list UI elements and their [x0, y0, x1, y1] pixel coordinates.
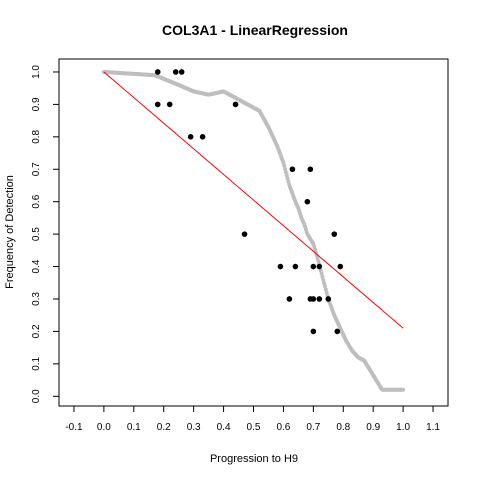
smooth-point [316, 259, 321, 264]
smooth-point [283, 170, 288, 175]
y-axis: 0.0 0.1 0.2 0.3 0.4 0.5 0.6 0.7 0.8 0.9 1.0 [31, 65, 59, 403]
data-point [310, 296, 317, 302]
x-tick-label: 0.9 [366, 422, 380, 433]
smooth-point [322, 284, 327, 289]
y-tick-label: 0.1 [31, 356, 42, 370]
x-tick-label: 0.7 [306, 422, 320, 433]
data-point [331, 231, 338, 237]
y-tick-label: 0.8 [31, 129, 42, 143]
smooth-point [320, 274, 325, 279]
x-tick-label: 0.1 [127, 422, 141, 433]
smooth-point [281, 160, 286, 165]
smooth-point [285, 176, 290, 181]
y-axis-label: Frequency of Detection [4, 175, 16, 289]
smooth-point [321, 278, 326, 283]
smooth-point [283, 167, 288, 172]
y-tick-label: 0.2 [31, 324, 42, 338]
y-tick-label: 0.7 [31, 162, 42, 176]
x-tick-label: 1.0 [396, 422, 410, 433]
smooth-point [315, 255, 320, 260]
data-point [241, 231, 248, 237]
data-point [307, 166, 314, 173]
smooth-point [319, 271, 324, 276]
data-point [325, 296, 332, 302]
smooth-point [318, 268, 323, 273]
data-point [310, 328, 317, 335]
smooth-series [101, 69, 406, 392]
regression-series [103, 71, 404, 329]
data-point [310, 263, 317, 270]
data-point [172, 69, 179, 75]
data-point [316, 296, 323, 302]
data-point [304, 198, 311, 205]
x-tick-label: 0.8 [336, 422, 350, 433]
x-tick-label: 1.1 [426, 422, 440, 433]
y-tick-label: 1.0 [31, 65, 42, 79]
data-point [154, 69, 161, 75]
data-point [199, 134, 206, 140]
x-tick-label: 0.3 [187, 422, 201, 433]
smooth-point [401, 387, 406, 392]
plot-frame [58, 58, 449, 407]
data-point [292, 263, 299, 270]
x-tick-label: 0.2 [157, 422, 171, 433]
data-point [334, 328, 341, 335]
y-tick-label: 0.4 [31, 259, 42, 273]
data-point [178, 69, 185, 75]
data-point [187, 134, 194, 140]
x-axis: -0.1 0.0 0.1 0.2 0.3 0.4 0.5 0.6 0.7 0.8 0.9 1.0 1.1 [65, 406, 440, 433]
smooth-point [282, 163, 287, 168]
smooth-point [323, 287, 328, 292]
chart-title: COL3A1 - LinearRegression [162, 22, 348, 38]
data-point [154, 101, 161, 108]
data-point [316, 263, 323, 270]
smooth-point [286, 179, 291, 184]
points-series [154, 69, 344, 335]
y-tick-label: 0.6 [31, 194, 42, 208]
y-tick-label: 0.3 [31, 292, 42, 306]
data-point [232, 101, 239, 108]
y-tick-label: 0.5 [31, 227, 42, 241]
data-point [286, 296, 293, 302]
y-tick-label: 0.0 [31, 389, 42, 403]
x-tick-label: 0.5 [247, 422, 261, 433]
smooth-point [284, 173, 289, 178]
data-point [337, 263, 344, 270]
x-tick-label: 0.4 [217, 422, 231, 433]
smooth-point [324, 290, 329, 295]
data-point [289, 166, 296, 173]
regression-line [103, 71, 404, 329]
x-tick-label: 0.0 [97, 422, 111, 433]
x-tick-label: 0.6 [276, 422, 290, 433]
smooth-point [322, 281, 327, 286]
data-point [166, 101, 173, 108]
data-point [277, 263, 284, 270]
y-tick-label: 0.9 [31, 97, 42, 111]
x-axis-label: Progression to H9 [210, 453, 298, 465]
x-tick-label: -0.1 [65, 422, 83, 433]
